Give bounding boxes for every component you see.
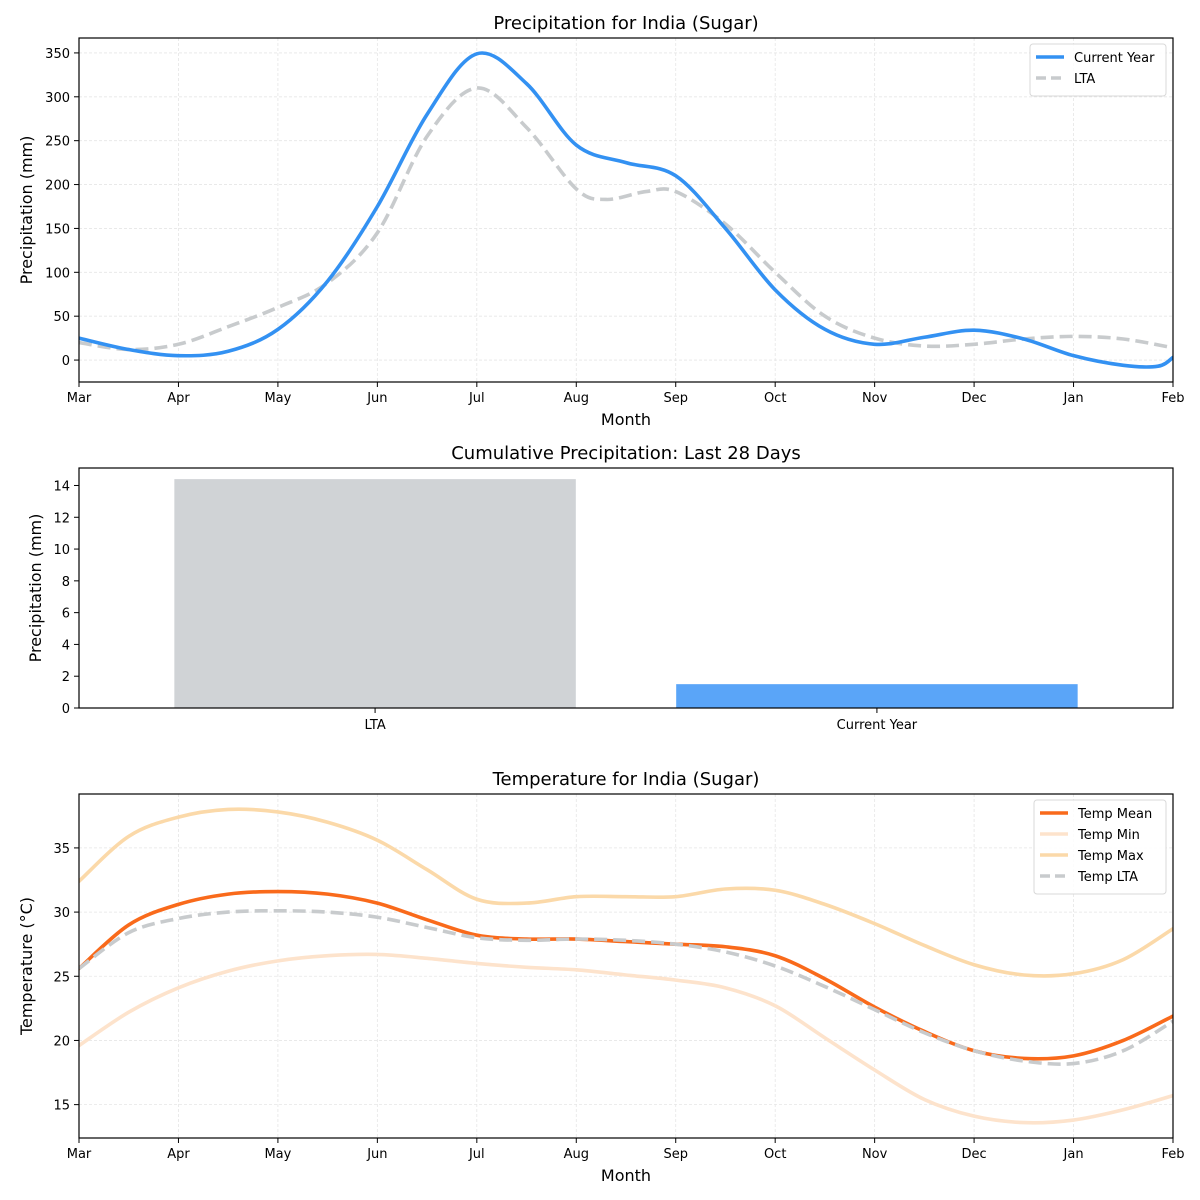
bar-current-year: [676, 684, 1078, 708]
y-tick-label: 30: [53, 906, 70, 921]
x-axis-label: Month: [601, 410, 651, 429]
x-tick-label: Sep: [663, 1147, 688, 1162]
legend-label: Current Year: [1074, 51, 1155, 66]
x-tick-label: Jul: [468, 1147, 485, 1162]
x-tick-label: Feb: [1161, 391, 1184, 406]
x-tick-label: Apr: [167, 391, 190, 406]
x-axis-label: Month: [601, 1166, 651, 1185]
series-line-temp-max: [79, 807, 1173, 978]
legend-box: [1033, 799, 1167, 895]
series-line-temp-lta: [79, 909, 1173, 1066]
y-tick-label: 50: [53, 310, 70, 325]
x-tick-label: Apr: [167, 1147, 190, 1162]
y-tick-label: 6: [62, 607, 70, 622]
series-line-lta: [79, 86, 1173, 352]
y-tick-label: 0: [62, 702, 70, 717]
chart-title: Temperature for India (Sugar): [492, 769, 760, 790]
y-tick-label: 2: [62, 670, 70, 685]
legend: Temp Mean Temp Min Temp Max Temp LTA: [1033, 799, 1167, 895]
x-tick-label: Feb: [1161, 1147, 1184, 1162]
axes-frame: [78, 467, 1174, 709]
y-tick-label: 10: [53, 543, 70, 558]
legend-label: Temp LTA: [1077, 870, 1138, 885]
y-tick-label: 350: [45, 47, 70, 62]
line-chart-0: Mar Apr May Jun Jul Aug Sep Oct Nov Dec Jan Feb 0 50 1…: [17, 13, 1185, 429]
y-tick-label: 150: [45, 222, 70, 237]
x-tick-label: May: [264, 391, 291, 406]
x-tick-label: Jan: [1063, 1147, 1084, 1162]
y-axis-label: Precipitation (mm): [17, 136, 36, 285]
x-tick-label: Jun: [366, 1147, 387, 1162]
x-tick-label: Jan: [1063, 391, 1084, 406]
x-tick-label: LTA: [364, 718, 385, 733]
y-tick-label: 20: [53, 1034, 70, 1049]
y-tick-label: 25: [53, 970, 70, 985]
axes-frame: [78, 793, 1174, 1139]
series-line-temp-min: [79, 952, 1173, 1125]
x-tick-label: Sep: [663, 391, 688, 406]
y-axis-label: Precipitation (mm): [26, 514, 45, 663]
y-tick-label: 8: [62, 575, 70, 590]
x-tick-label: Mar: [67, 1147, 92, 1162]
y-tick-label: 100: [45, 266, 70, 281]
x-tick-label: Oct: [764, 1147, 786, 1162]
bar-lta: [174, 479, 576, 708]
series-line-current-year: [79, 51, 1173, 369]
x-tick-label: Jul: [468, 391, 485, 406]
x-tick-label: Aug: [564, 1147, 589, 1162]
y-tick-label: 250: [45, 135, 70, 150]
x-tick-label: Nov: [862, 391, 888, 406]
y-tick-label: 12: [53, 511, 70, 526]
x-tick-label: Dec: [962, 1147, 987, 1162]
y-tick-label: 300: [45, 91, 70, 106]
chart-title: Cumulative Precipitation: Last 28 Days: [451, 443, 801, 464]
line-chart-2: Mar Apr May Jun Jul Aug Sep Oct Nov Dec Jan Feb 15 20…: [17, 769, 1185, 1185]
y-tick-label: 35: [53, 842, 70, 857]
x-tick-label: Oct: [764, 391, 786, 406]
legend-label: LTA: [1074, 72, 1095, 87]
x-tick-label: Aug: [564, 391, 589, 406]
legend: Current Year LTA: [1029, 43, 1167, 97]
x-tick-label: Nov: [862, 1147, 888, 1162]
axes-frame: [78, 37, 1174, 383]
y-tick-label: 200: [45, 179, 70, 194]
legend-label: Temp Max: [1077, 849, 1144, 864]
y-tick-label: 15: [53, 1099, 70, 1114]
y-tick-label: 0: [62, 354, 70, 369]
y-axis-label: Temperature (°C): [17, 897, 36, 1036]
y-tick-label: 4: [62, 638, 70, 653]
bar-chart-1: LTA Current Year 0 2 4 6 8 10 12 14 Cumulative Pre…: [26, 443, 1174, 733]
y-tick-label: 14: [53, 479, 70, 494]
x-tick-label: Jun: [366, 391, 387, 406]
chart-title: Precipitation for India (Sugar): [493, 13, 758, 34]
x-tick-label: Current Year: [837, 718, 918, 733]
x-tick-label: May: [264, 1147, 291, 1162]
legend-label: Temp Mean: [1077, 807, 1152, 822]
legend-label: Temp Min: [1077, 828, 1140, 843]
x-tick-label: Mar: [67, 391, 92, 406]
x-tick-label: Dec: [962, 391, 987, 406]
